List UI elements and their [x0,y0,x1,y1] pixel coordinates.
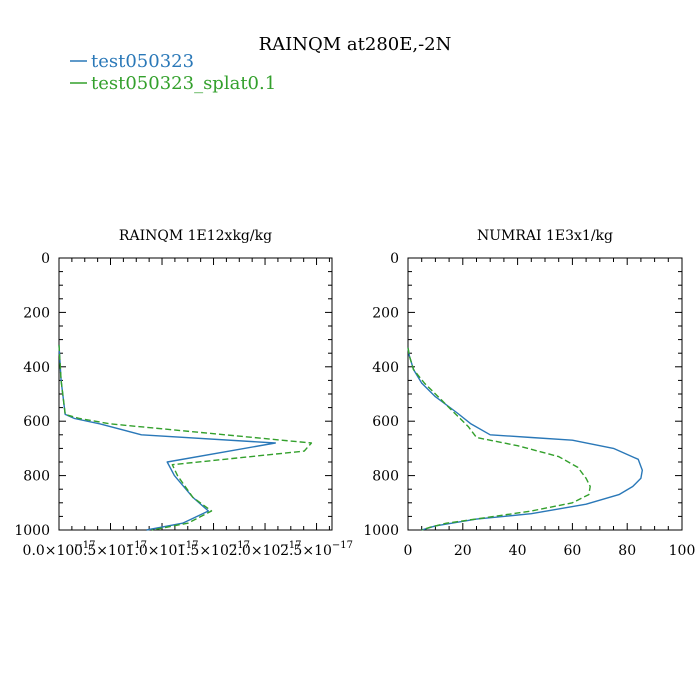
y-tick-label: 1000 [363,523,399,539]
y-tick-label: 800 [23,469,50,485]
legend-label-splat: test050323_splat0.1 [91,73,276,94]
y-tick-label: 800 [372,469,399,485]
legend: test050323 test050323_splat0.1 [70,51,276,94]
x-tick-label: 2.5×10−17 [280,540,353,559]
series-line-test050323 [58,344,276,531]
rainqm-panel: RAINQM 1E12xkg/kg020040060080010000.0×10… [14,228,353,559]
panel-title: RAINQM 1E12xkg/kg [119,228,272,244]
panel-title: NUMRAI 1E3x1/kg [477,228,613,244]
y-tick-label: 0 [390,251,399,267]
plot-frame [407,257,683,531]
plot-frame [58,257,333,531]
y-tick-label: 200 [23,305,50,321]
legend-label-test050323: test050323 [91,51,194,72]
x-tick-label: 80 [618,543,636,559]
y-tick-label: 400 [23,360,50,376]
series-line-test050323 [407,347,643,531]
y-tick-label: 200 [372,305,399,321]
series-line-splat [58,344,313,531]
numrai-panel: NUMRAI 1E3x1/kg 0 200 400 600 800 1000 0 20 40 60 8… [363,228,695,559]
y-tick-label: 400 [372,360,399,376]
x-tick-label: 60 [563,543,581,559]
y-tick-label: 0 [41,251,50,267]
x-tick-label: 20 [454,543,472,559]
x-tick-label: 0 [404,543,413,559]
figure-title: RAINQM at280E,-2N [259,34,452,55]
y-tick-label: 600 [372,414,399,430]
x-tick-label: 100 [669,543,696,559]
y-tick-label: 1000 [14,523,50,539]
x-tick-label: 40 [509,543,527,559]
series-line-splat [407,347,591,531]
y-tick-label: 600 [23,414,50,430]
